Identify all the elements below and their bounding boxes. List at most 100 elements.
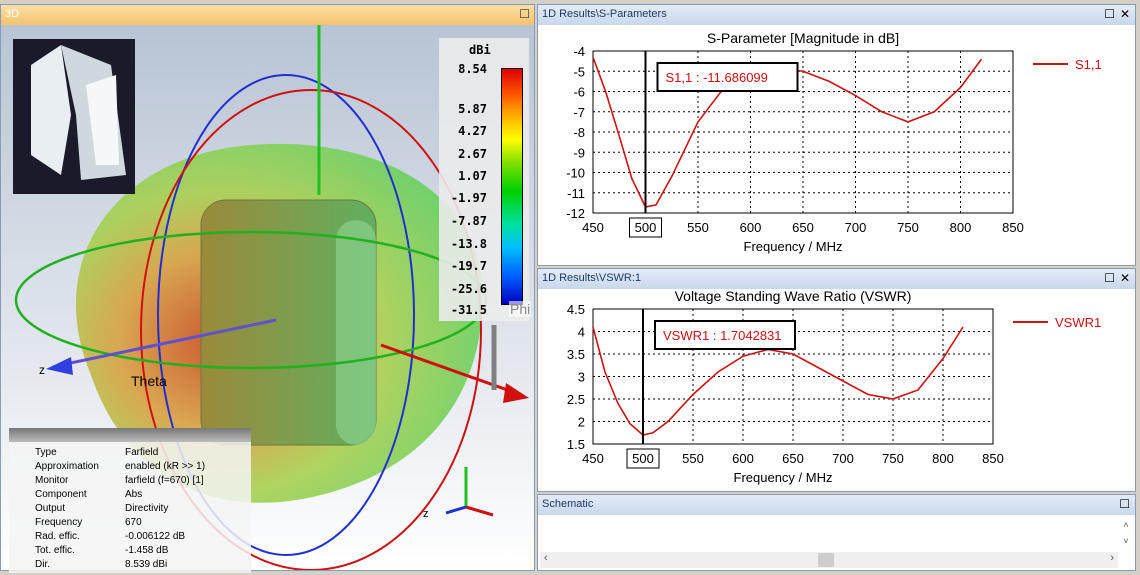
3d-panel-title-bar: 3D ☐: [1, 5, 534, 25]
info-key: Frequency: [35, 517, 83, 528]
y-tick-label: -8: [573, 125, 585, 140]
colorbar-tick: -13.8: [450, 237, 487, 251]
y-tick-label: 1.5: [567, 437, 585, 452]
svg-text:z: z: [423, 508, 429, 520]
info-key: Monitor: [35, 475, 69, 486]
maximize-button[interactable]: ☐: [1104, 271, 1115, 285]
antenna-side: [336, 220, 376, 445]
colorbar-tick: -1.97: [450, 191, 487, 205]
legend-label: S1,1: [1075, 57, 1102, 72]
y-tick-label: -9: [573, 145, 585, 160]
info-key: Rad. effic.: [35, 531, 80, 542]
y-tick-label: 4: [578, 325, 585, 340]
phi-circle: [157, 74, 415, 556]
x-axis-label: Frequency / MHz: [734, 470, 833, 485]
scrollbar-thumb[interactable]: [818, 553, 834, 567]
y-tick-label: 3.5: [567, 347, 585, 362]
close-button[interactable]: ✕: [1119, 7, 1130, 21]
x-tick-label: 700: [845, 220, 867, 235]
info-row: Rad. effic. -0.006122 dB: [9, 530, 251, 544]
sparam-title-bar: 1D Results\S-Parameters ☐ ✕: [538, 5, 1135, 25]
y-tick-label: 3: [578, 370, 585, 385]
theta-axis-arrow: [60, 318, 277, 367]
info-key: Output: [35, 503, 66, 514]
info-row: Approximation enabled (kR >> 1): [9, 460, 251, 474]
y-tick-label: -11: [567, 186, 585, 201]
x-tick-label: 600: [740, 220, 762, 235]
vswr-chart[interactable]: Voltage Standing Wave Ratio (VSWR) 450 500…: [538, 288, 1135, 491]
info-row: Dir. 8.539 dBi: [9, 558, 251, 572]
x-tick-label: 500: [635, 220, 657, 235]
schematic-title-bar: Schematic ☐: [538, 495, 1135, 515]
info-value: Farfield: [125, 447, 159, 458]
x-tick-label: 800: [950, 220, 972, 235]
farfield-info-box: Type Farfield Approximation enabled (kR >> …: [9, 428, 251, 573]
colorbar-tick: -31.5: [450, 303, 487, 317]
y-tick-label: -4: [573, 44, 585, 59]
horizontal-scrollbar[interactable]: ‹ ›: [540, 552, 1118, 568]
theta-circle: [140, 89, 482, 570]
info-value: 670: [125, 517, 142, 528]
marker-x-box: [629, 217, 662, 238]
schematic-panel-title: Schematic: [542, 498, 594, 510]
x-tick-label: 850: [1002, 220, 1024, 235]
marker-label: VSWR1 : 1.7042831: [663, 328, 782, 343]
axis-arrow-head: [46, 357, 73, 375]
x-tick-label: 500: [632, 451, 654, 466]
colorbar-tick: -19.7: [450, 259, 487, 273]
x-tick-label: 450: [582, 220, 604, 235]
x-tick-label: 700: [832, 451, 854, 466]
x-arrow-head: [503, 383, 529, 403]
info-key: Type: [35, 447, 57, 458]
info-row: Monitor farfield (f=670) [1]: [9, 474, 251, 488]
colorbar-tick: 4.27: [458, 124, 487, 138]
marker-x-box: [626, 448, 660, 469]
x-tick-label: 550: [682, 451, 704, 466]
3d-panel-title: 3D: [5, 8, 20, 20]
y-tick-label: -12: [566, 206, 585, 221]
colorbar-tick: 5.87: [458, 102, 487, 116]
sparameter-panel[interactable]: 1D Results\S-Parameters ☐ ✕ S-Parameter [M…: [537, 4, 1136, 266]
info-value: Abs: [125, 489, 143, 500]
info-value: enabled (kR >> 1): [125, 461, 206, 472]
colorbar-tick: -7.87: [450, 214, 487, 228]
sparameter-chart[interactable]: S-Parameter [Magnitude in dB] 450 500 550 60…: [538, 25, 1135, 265]
info-value: farfield (f=670) [1]: [125, 475, 204, 486]
x-tick-label: 850: [982, 451, 1004, 466]
3d-view-panel[interactable]: 3D ☐ z Theta z dBi 8.54 5.87 4.27 2.67 1.07 -1…: [0, 4, 535, 573]
info-value: Directivity: [125, 503, 169, 514]
colorbar-tick: 2.67: [458, 147, 487, 161]
maximize-button[interactable]: ☐: [519, 7, 530, 21]
vswr-panel[interactable]: 1D Results\VSWR:1 ☐ ✕ Voltage Standing Wav…: [537, 268, 1136, 492]
y-tick-label: -10: [566, 166, 585, 181]
y-tick-label: -5: [573, 64, 585, 79]
vertical-scrollbar[interactable]: ˄ ˅: [1123, 520, 1129, 546]
y-tick-label: -7: [573, 105, 585, 120]
y-tick-label: -6: [573, 85, 585, 100]
sparam-panel-title: 1D Results\S-Parameters: [542, 8, 667, 20]
info-key: Approximation: [35, 461, 99, 472]
marker-label: S1,1 : -11.686099: [666, 70, 768, 85]
vswr-title-bar: 1D Results\VSWR:1 ☐ ✕: [538, 269, 1135, 289]
y-tick-label: 2: [578, 415, 585, 430]
x-tick-label: 650: [782, 451, 804, 466]
schematic-panel[interactable]: Schematic ☐ ˄ ˅ ‹ ›: [537, 494, 1136, 571]
colorbar-tick: 8.54: [458, 62, 487, 76]
colorbar-unit: dBi: [469, 43, 491, 57]
x-tick-label: 800: [932, 451, 954, 466]
x-tick-label: 750: [882, 451, 904, 466]
x-axis-label: Frequency / MHz: [744, 239, 843, 254]
geometry-thumbnail: [13, 39, 135, 194]
chart-title: Voltage Standing Wave Ratio (VSWR): [675, 289, 912, 304]
info-value: -1.458 dB: [125, 545, 169, 556]
maximize-button[interactable]: ☐: [1119, 497, 1130, 511]
info-key: Component: [35, 489, 87, 500]
colorbar-tick: 1.07: [458, 169, 487, 183]
info-row: Component Abs: [9, 488, 251, 502]
x-tick-label: 450: [582, 451, 604, 466]
maximize-button[interactable]: ☐: [1104, 7, 1115, 21]
info-key: Dir.: [35, 559, 50, 570]
info-row: Type Farfield: [9, 446, 251, 460]
close-button[interactable]: ✕: [1119, 271, 1130, 285]
z-axis-label: z: [39, 363, 45, 377]
